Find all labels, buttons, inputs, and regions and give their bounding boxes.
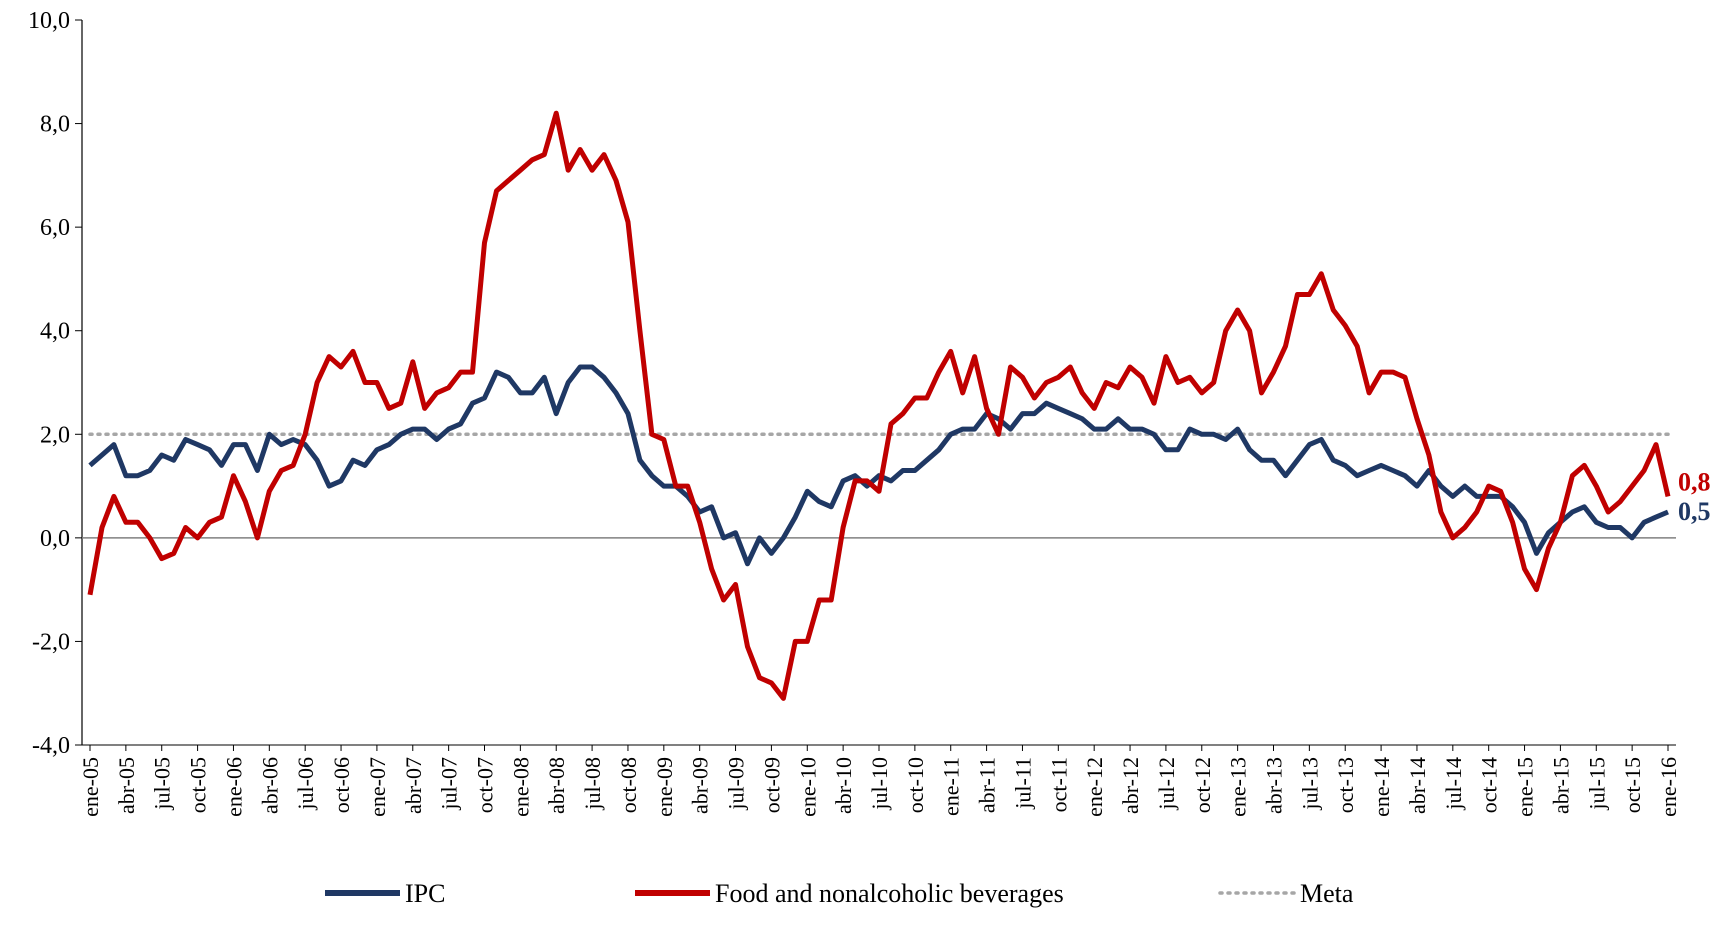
line-series [88,364,1669,567]
y-tick-label: 2,0 [40,422,70,448]
x-tick-label: abr-14 [1405,757,1430,814]
y-tick-label: 0,0 [40,526,70,552]
y-tick-label: -2,0 [32,629,70,655]
x-tick-label: oct-07 [473,757,498,813]
legend-label: Food and nonalcoholic beverages [715,879,1064,908]
x-tick-label: oct-13 [1333,757,1358,813]
x-tick-label: ene-14 [1369,757,1394,817]
x-tick-label: jul-05 [150,757,175,811]
x-tick-label: ene-16 [1656,757,1681,817]
legend-label: IPC [405,879,445,908]
x-tick-label: ene-09 [652,757,677,817]
data-label: 0,5 [1678,497,1711,526]
x-tick-label: jul-13 [1297,757,1322,811]
x-tick-label: oct-09 [759,757,784,813]
x-tick-label: ene-08 [508,757,533,817]
x-tick-label: ene-15 [1513,757,1538,817]
x-tick-label: oct-05 [186,757,211,813]
x-tick-label: abr-05 [114,757,139,814]
x-tick-label: ene-12 [1082,757,1107,817]
x-tick-label: abr-08 [544,757,569,814]
x-tick-label: abr-10 [831,757,856,814]
y-tick-label: 4,0 [40,319,70,345]
x-tick-label: jul-11 [1010,757,1035,810]
x-tick-label: jul-15 [1584,757,1609,811]
y-tick-label: 6,0 [40,215,70,241]
x-tick-label: abr-06 [257,757,282,814]
x-tick-label: oct-14 [1477,757,1502,813]
x-tick-label: abr-15 [1548,757,1573,814]
x-tick-label: abr-09 [688,757,713,814]
legend-label: Meta [1300,879,1354,908]
x-tick-label: ene-05 [78,757,103,817]
y-tick-label: -4,0 [32,733,70,759]
x-tick-label: oct-11 [1046,757,1071,812]
x-tick-label: jul-09 [724,757,749,811]
x-tick-label: oct-10 [903,757,928,813]
x-tick-label: jul-10 [867,757,892,811]
x-tick-label: ene-13 [1226,757,1251,817]
x-tick-label: ene-06 [221,757,246,817]
x-tick-label: abr-11 [975,757,1000,813]
x-tick-label: ene-10 [795,757,820,817]
x-tick-label: jul-06 [293,757,318,811]
x-tick-label: oct-15 [1620,757,1645,813]
x-tick-label: oct-12 [1190,757,1215,813]
data-label: 0,8 [1678,467,1711,496]
x-tick-label: abr-13 [1262,757,1287,814]
x-tick-label: oct-08 [616,757,641,813]
x-tick-label: ene-11 [939,757,964,816]
x-tick-label: ene-07 [365,757,390,817]
x-tick-label: jul-14 [1441,757,1466,811]
y-tick-label: 10,0 [28,8,70,34]
x-tick-label: jul-07 [437,757,462,811]
x-tick-label: jul-08 [580,757,605,811]
x-tick-label: jul-12 [1154,757,1179,811]
x-tick-label: oct-06 [329,757,354,813]
line-series [87,110,1671,701]
x-tick-label: abr-07 [401,757,426,814]
y-tick-label: 8,0 [40,112,70,138]
x-tick-label: abr-12 [1118,757,1143,814]
